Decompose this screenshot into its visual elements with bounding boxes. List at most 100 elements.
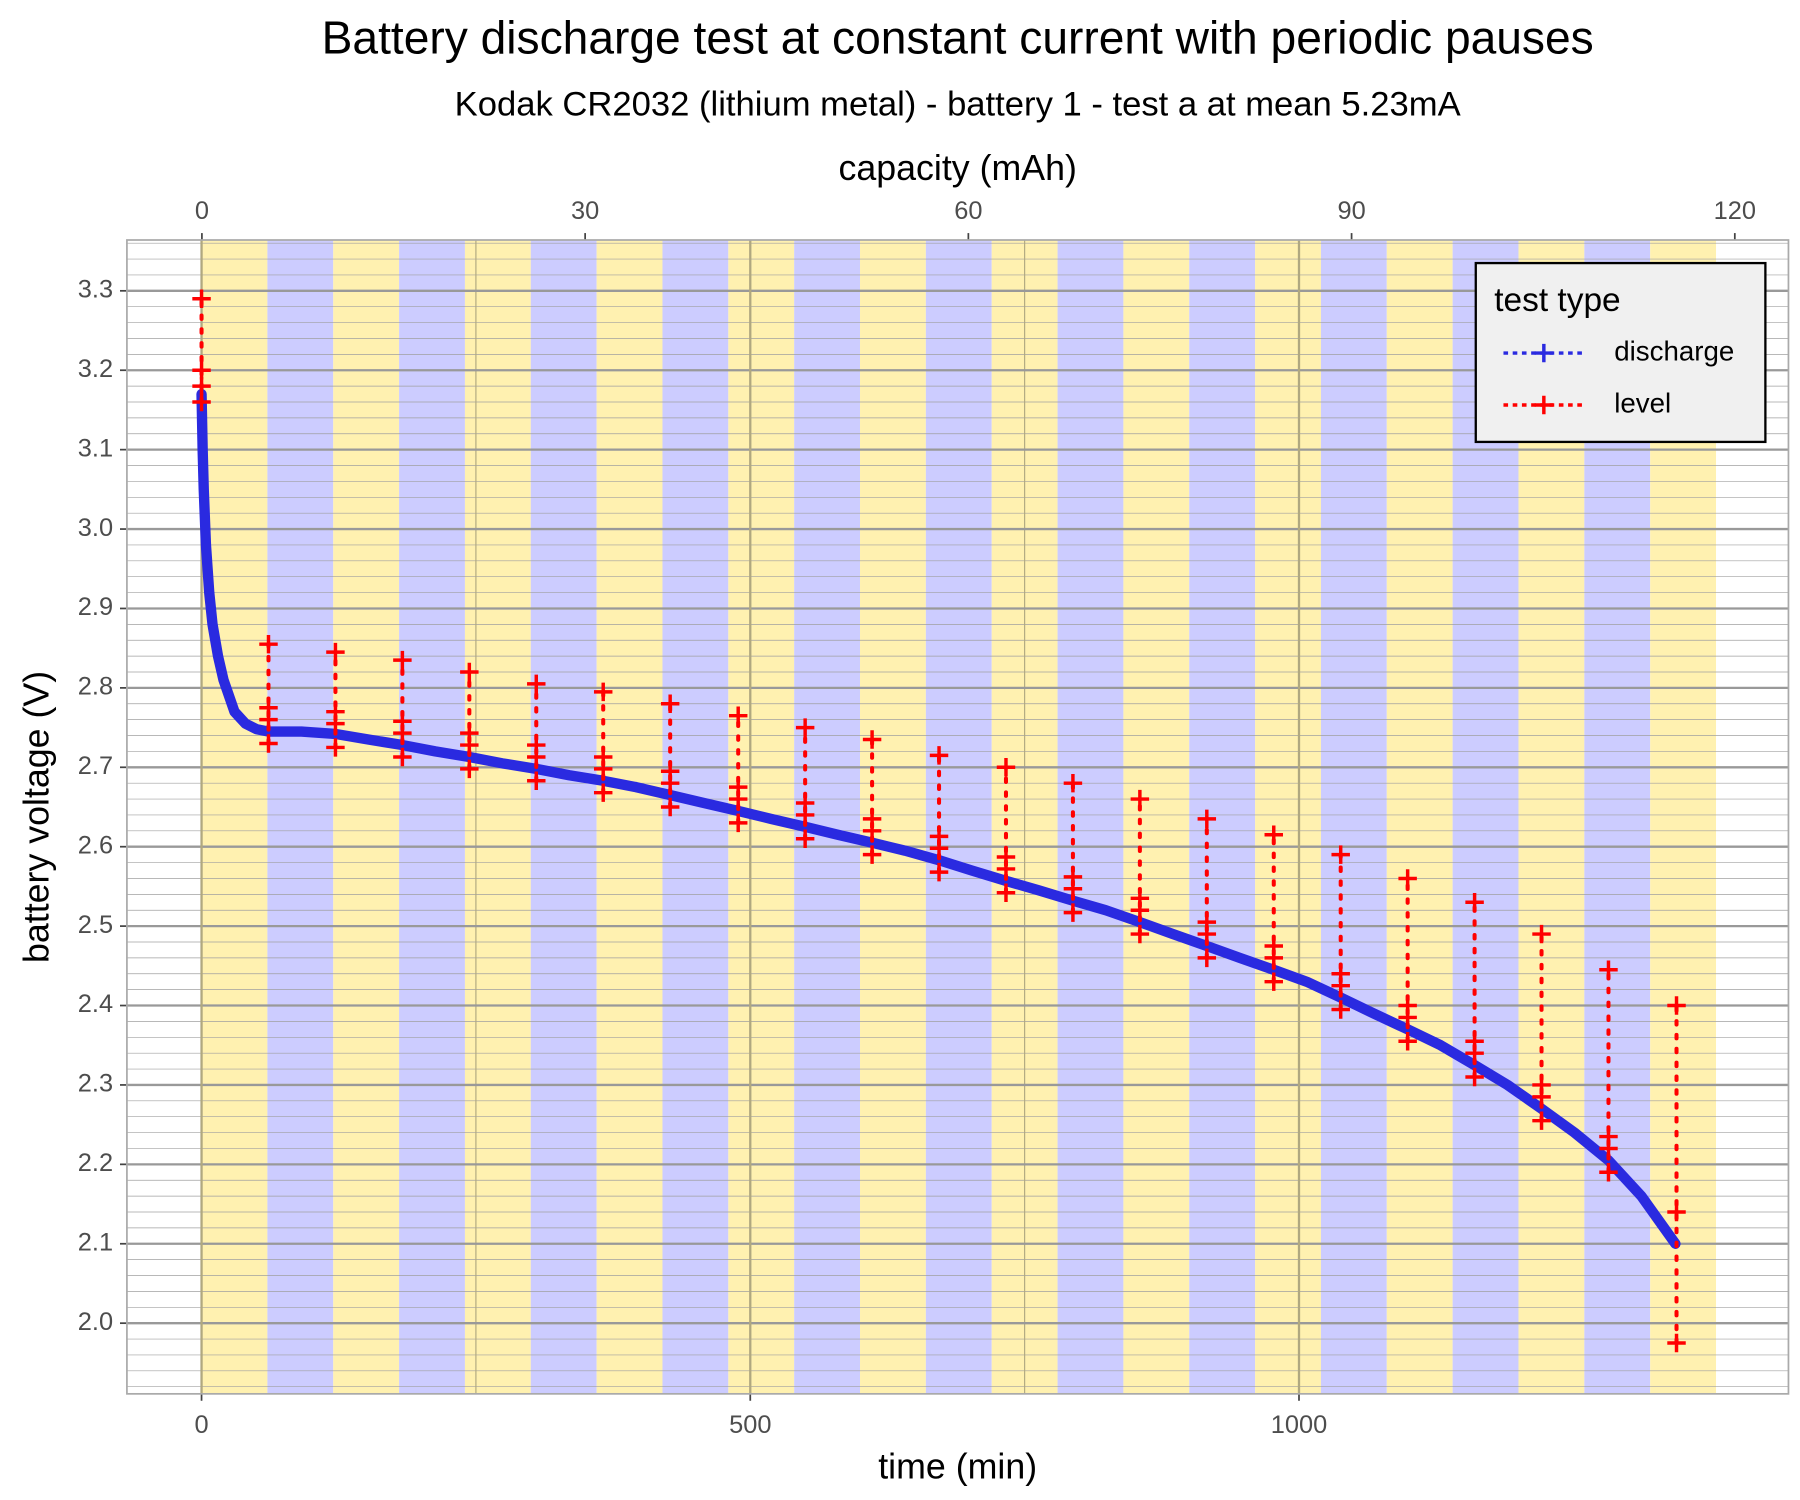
level-point (593, 682, 613, 702)
pause-band (596, 240, 663, 1394)
level-point (1465, 893, 1484, 912)
level-point (862, 809, 882, 829)
x-tick-label: 1000 (1271, 1411, 1327, 1439)
level-point (192, 289, 211, 308)
level-point (460, 759, 479, 779)
level-point (527, 735, 546, 755)
level-point (1197, 948, 1217, 968)
level-point (1063, 903, 1083, 922)
level-point (795, 829, 815, 848)
x2-tick-label: 30 (571, 197, 599, 225)
y-tick-label: 3.0 (78, 514, 113, 542)
level-point (1197, 912, 1217, 932)
pause-band (530, 240, 597, 1394)
level-point (1599, 1127, 1618, 1146)
level-point (996, 883, 1016, 902)
level-point (1331, 1000, 1350, 1019)
level-point (1197, 809, 1217, 829)
level-point (1398, 869, 1417, 888)
level-point (1130, 889, 1150, 908)
legend-title: test type (1494, 282, 1620, 319)
level-point (326, 702, 345, 721)
level-point (1331, 845, 1350, 864)
level-point (929, 827, 949, 846)
level-point (1667, 1333, 1686, 1353)
level-point (660, 797, 680, 817)
pause-band (925, 240, 992, 1394)
x2-tick-label: 0 (195, 197, 209, 225)
y-tick-label: 2.2 (78, 1149, 113, 1177)
y-tick-label: 3.2 (78, 355, 113, 383)
level-point (326, 738, 345, 757)
chart-title: Battery discharge test at constant curre… (322, 12, 1594, 64)
y-tick-label: 2.8 (78, 673, 113, 701)
x-tick-label: 500 (729, 1411, 771, 1439)
y-tick-label: 2.0 (78, 1308, 113, 1336)
level-point (527, 674, 546, 694)
x2-tick-label: 60 (954, 197, 982, 225)
level-point (460, 723, 479, 743)
y-tick-label: 2.1 (78, 1228, 113, 1256)
y-tick-label: 2.6 (78, 831, 113, 859)
level-point (929, 862, 949, 882)
level-point (192, 392, 211, 412)
level-point (795, 793, 815, 813)
pause-band (1123, 240, 1190, 1394)
x2-tick-label: 90 (1337, 197, 1365, 225)
level-point (1532, 1075, 1551, 1095)
y-tick-label: 3.3 (78, 276, 113, 304)
level-point (1264, 936, 1283, 956)
pause-band (1189, 240, 1256, 1394)
level-point (527, 771, 546, 791)
level-point (393, 747, 412, 767)
level-point (192, 361, 211, 380)
level-point (593, 783, 613, 802)
level-point (1063, 867, 1083, 887)
level-point (728, 813, 748, 833)
legend-label: discharge (1614, 335, 1734, 366)
level-point (660, 762, 680, 781)
y-tick-label: 3.1 (78, 434, 113, 462)
level-point (795, 718, 815, 737)
level-point (460, 662, 479, 682)
pause-band (399, 240, 465, 1394)
level-point (393, 650, 412, 670)
y-tick-label: 2.5 (78, 911, 113, 939)
y-tick-label: 2.7 (78, 752, 113, 780)
level-point (1264, 972, 1283, 991)
legend-swatch (1534, 343, 1554, 363)
y-axis-title: battery voltage (V) (17, 671, 57, 963)
pause-band (662, 240, 729, 1394)
chart-subtitle: Kodak CR2032 (lithium metal) - battery 1… (455, 85, 1462, 123)
level-point (593, 747, 613, 767)
level-point (996, 847, 1016, 867)
level-point (728, 777, 748, 797)
legend-swatch (1534, 395, 1554, 415)
level-point (929, 746, 949, 765)
level-point (728, 706, 748, 725)
level-point (1532, 924, 1551, 944)
pause-band (267, 240, 334, 1394)
level-point (1465, 1032, 1484, 1051)
level-point (862, 845, 882, 864)
pause-band (1255, 240, 1321, 1394)
pause-band (1386, 240, 1453, 1394)
level-point (996, 758, 1016, 777)
x2-axis-title: capacity (mAh) (838, 148, 1076, 188)
pause-band (464, 240, 531, 1394)
pause-band (1320, 240, 1387, 1394)
plot-border (126, 239, 1790, 1395)
level-point (862, 730, 882, 749)
level-point (1331, 964, 1350, 983)
level-point (259, 634, 278, 654)
level-point (1398, 996, 1417, 1015)
level-point (1599, 1163, 1618, 1182)
x-axis-title: time (min) (878, 1446, 1037, 1486)
level-point (1398, 1032, 1417, 1051)
level-point (1667, 996, 1686, 1015)
level-point (326, 642, 345, 662)
level-point (192, 376, 211, 396)
level-point (1465, 1067, 1484, 1087)
